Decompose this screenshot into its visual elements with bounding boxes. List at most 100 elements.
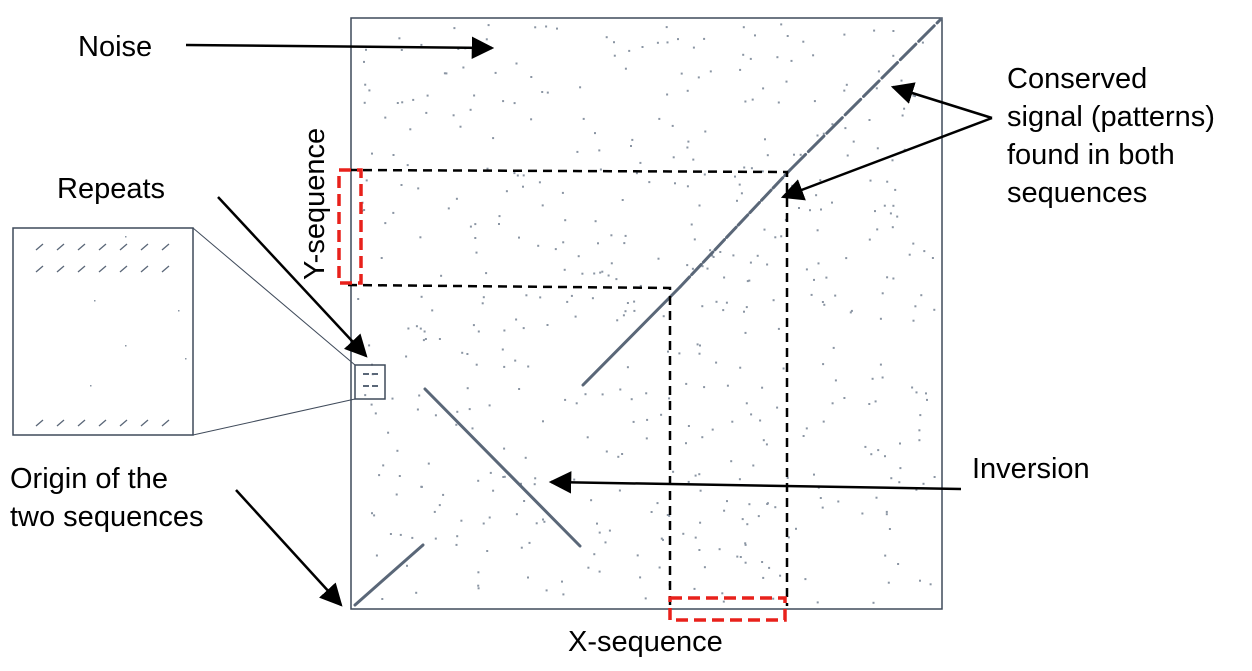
noise-dot [660,537,663,540]
noise-dot [389,533,392,535]
noise-dot [503,329,506,332]
noise-dot [363,101,366,104]
noise-dot [406,564,408,567]
y-axis-label: Y-sequence [299,127,331,280]
noise-dot [591,297,594,300]
noise-dot [790,59,793,62]
noise-dot [766,263,769,266]
noise-dot [687,425,690,427]
noise-dot [920,294,923,297]
repeat-mark [140,265,149,273]
noise-arrow [185,36,495,60]
noise-dot [469,108,472,111]
noise-dot [799,153,802,156]
noise-dot [908,253,911,256]
noise-dot [743,166,746,169]
noise-dot [738,183,741,186]
noise-dot [901,114,904,117]
noise-dot [363,209,366,211]
noise-dot [474,237,477,239]
noise-dot [914,305,917,308]
noise-dot [885,513,888,516]
noise-dot [821,506,824,509]
noise-dot [636,554,639,557]
noise-dot [668,397,671,400]
noise-dot [633,309,636,312]
noise-dot [876,228,879,231]
noise-dot [466,387,469,390]
noise-dot [472,324,475,327]
noise-dot [530,76,533,78]
noise-dot [915,391,918,394]
noise-dot [639,576,642,579]
noise-dot [400,184,403,186]
noise-dot [876,147,879,150]
inversion-label: Inversion [972,453,1090,485]
noise-dot [398,475,401,477]
conserved-arrow-lower [780,116,993,201]
noise-dot [816,134,819,137]
noise-dot [845,257,848,260]
noise-label: Noise [78,31,153,63]
noise-dot [674,182,676,185]
noise-dot [776,56,779,59]
noise-dot [656,502,659,505]
noise-dot [501,348,504,351]
noise-dot [687,480,690,483]
noise-dot [415,325,418,328]
noise-dot [562,593,565,596]
noise-dot [443,72,446,75]
noise-dot [456,410,459,413]
noise-dot [804,578,807,581]
repeat-mark [98,265,107,273]
zoom-connector-top [192,227,356,366]
conserved-signal-top-segment [788,17,943,172]
noise-dot [884,554,887,557]
noise-dot [874,400,877,403]
noise-dot [820,208,822,211]
noise-dot [455,197,458,200]
noise-dot [530,118,533,121]
noise-dot [440,274,443,277]
noise-dot [891,159,894,162]
noise-dot [566,300,569,303]
noise-dot [701,305,704,308]
noise-dot [886,276,889,279]
noise-dot [697,76,700,79]
noise-dot [744,543,747,546]
noise-dot [452,114,455,117]
noise-dot [381,598,384,600]
noise-dot [849,311,852,314]
noise-dot [513,172,516,175]
noise-dot [825,276,828,279]
noise-dot [677,38,679,41]
noise-dot [868,238,871,241]
noise-dot [586,436,589,439]
noise-dot [405,355,408,358]
noise-dot [844,127,847,130]
noise-dot [698,473,701,476]
noise-dot [712,256,715,258]
noise-dot [691,267,694,270]
noise-dot [680,72,683,75]
noise-dot [805,427,808,430]
noise-dot [701,265,704,268]
noise-dot [487,24,490,27]
noise-dot [482,522,485,525]
noise-dot [658,566,661,569]
conserved-label-line: found in both [1007,139,1175,171]
noise-dot [678,352,681,355]
noise-dot [485,38,488,41]
noise-dot [581,272,584,275]
noise-dot [598,570,601,573]
noise-dot [740,192,743,195]
noise-dot [485,272,488,275]
noise-dot [704,130,707,133]
conserved-label-line: sequences [1007,177,1148,209]
noise-dot [477,330,480,333]
noise-dot [541,204,544,207]
noise-dot [438,504,441,507]
noise-dot [382,464,385,467]
repeat-mark [56,243,65,251]
noise-dot [375,554,378,557]
